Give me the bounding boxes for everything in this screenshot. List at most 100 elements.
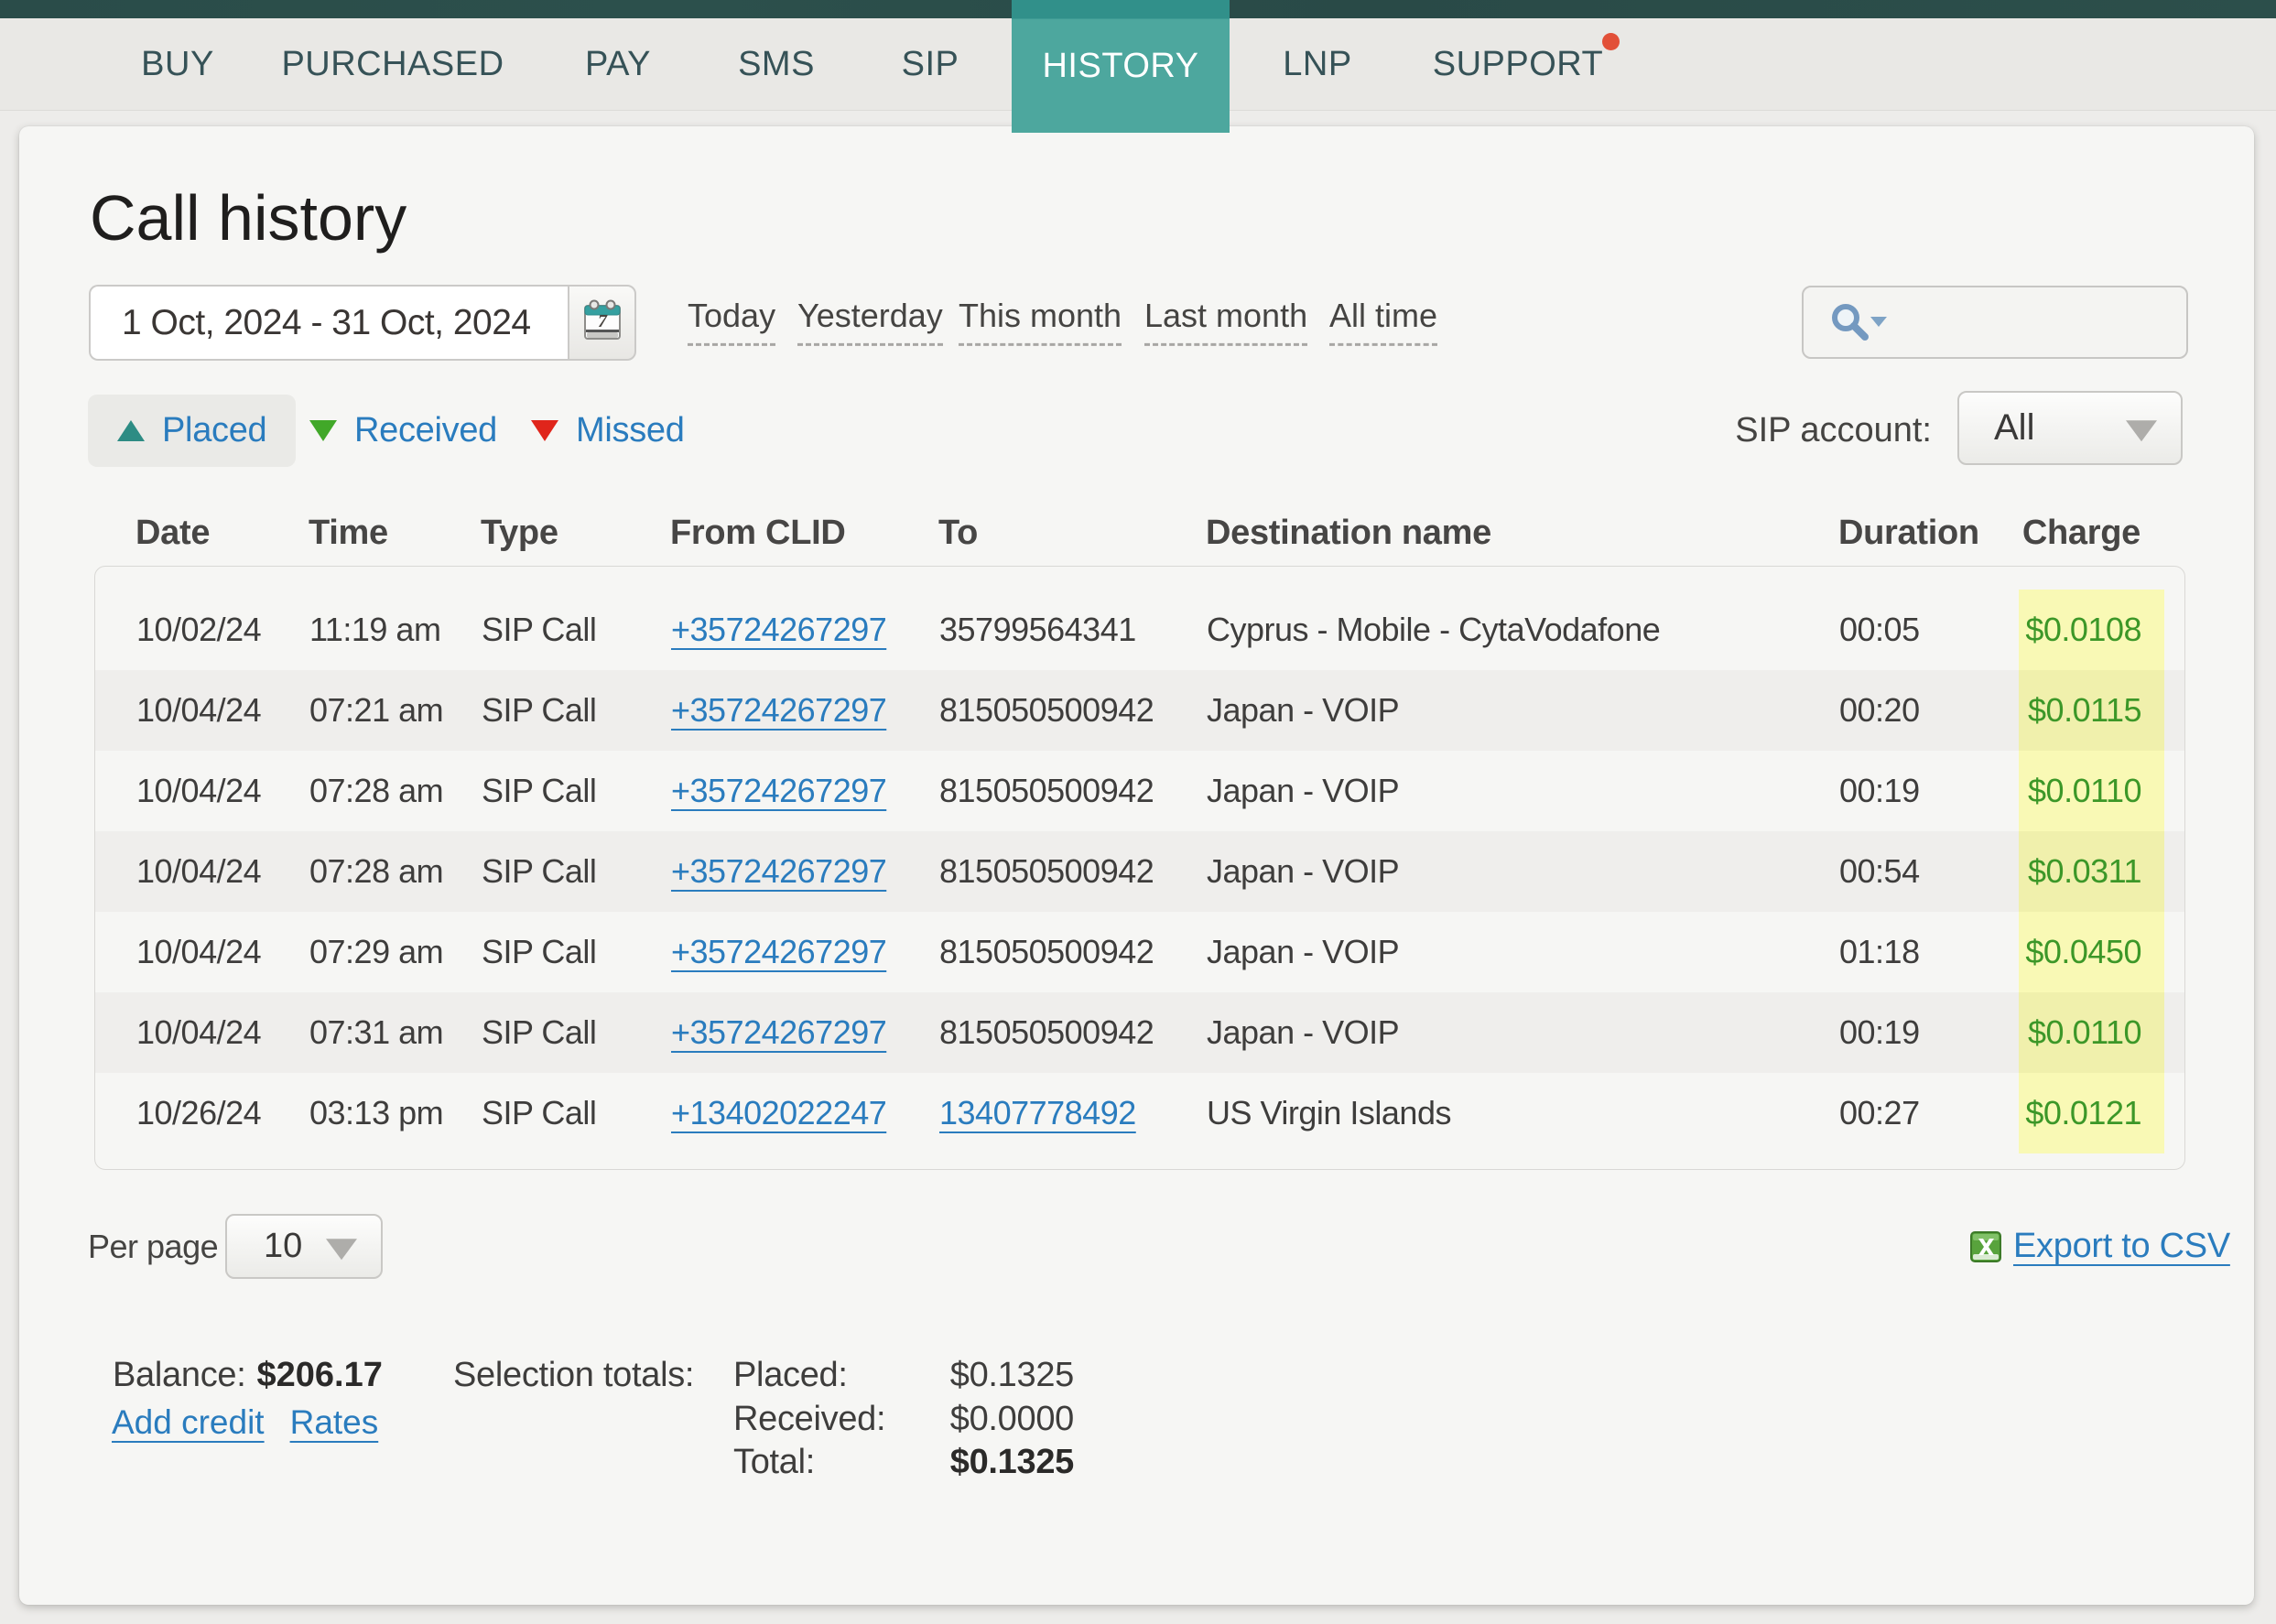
cell-date: 10/04/24 <box>136 1013 262 1051</box>
nav-item-buy[interactable]: BUY <box>141 44 214 83</box>
balance-label: Balance: <box>113 1356 246 1394</box>
call-history-table: 10/02/24 11:19 am SIP Call +35724267297 … <box>94 566 2185 1170</box>
cell-destination: US Virgin Islands <box>1207 1094 1451 1131</box>
from-clid-link[interactable]: +13402022247 <box>671 1094 887 1131</box>
cell-time: 11:19 am <box>309 611 441 648</box>
selection-totals: Placed: $0.1325 Received: $0.0000 Total:… <box>733 1354 1074 1485</box>
cell-duration: 00:54 <box>1839 852 1920 890</box>
table-row: 10/04/24 07:31 am SIP Call +35724267297 … <box>95 992 2184 1073</box>
from-clid-link[interactable]: +35724267297 <box>671 1013 887 1051</box>
nav-item-lnp[interactable]: LNP <box>1283 44 1352 83</box>
cell-time: 07:31 am <box>309 1013 444 1051</box>
add-credit-link[interactable]: Add credit <box>112 1403 265 1441</box>
cell-duration: 00:27 <box>1839 1094 1920 1131</box>
nav-item-sms[interactable]: SMS <box>738 44 815 83</box>
totals-total-value: $0.1325 <box>949 1443 1075 1482</box>
col-header-duration: Duration <box>1838 513 1979 552</box>
cell-time: 07:28 am <box>309 772 444 809</box>
cell-charge: $0.0311 <box>2019 831 2164 912</box>
search-icon[interactable] <box>1827 300 1888 344</box>
svg-text:7: 7 <box>598 311 608 331</box>
cell-time: 07:21 am <box>309 691 444 729</box>
totals-row-placed: Placed: $0.1325 <box>733 1354 1074 1398</box>
cell-type: SIP Call <box>482 1013 597 1051</box>
col-header-destination: Destination name <box>1206 513 1491 552</box>
cell-to: 815050500942 <box>939 772 1154 809</box>
filter-received[interactable]: Received <box>309 395 497 467</box>
cell-date: 10/04/24 <box>136 933 262 970</box>
cell-duration: 00:05 <box>1839 611 1920 648</box>
cell-destination: Cyprus - Mobile - CytaVodafone <box>1207 611 1661 648</box>
balance-value: $206.17 <box>256 1356 383 1394</box>
missed-down-triangle-icon <box>531 420 558 441</box>
call-history-card: Call history 7 Today Yesterday This mont… <box>19 126 2276 1605</box>
totals-row-total: Total: $0.1325 <box>733 1441 1074 1485</box>
from-clid-link[interactable]: +35724267297 <box>671 611 887 648</box>
to-link[interactable]: 13407778492 <box>939 1094 1136 1131</box>
chevron-down-icon <box>2126 419 2157 441</box>
cell-type: SIP Call <box>482 691 597 729</box>
search-box <box>1802 286 2276 359</box>
table-header: Date Time Type From CLID To Destination … <box>94 511 2185 555</box>
table-row: 10/02/24 11:19 am SIP Call +35724267297 … <box>95 590 2184 670</box>
credit-links: Add credit Rates <box>112 1402 378 1444</box>
totals-received-label: Received: <box>733 1399 886 1438</box>
col-header-to: To <box>938 513 979 552</box>
totals-placed-value: $0.1325 <box>949 1356 1075 1395</box>
from-clid-link[interactable]: +35724267297 <box>671 772 887 809</box>
table-row: 10/04/24 07:21 am SIP Call +35724267297 … <box>95 670 2184 751</box>
quick-link-this-month[interactable]: This month <box>959 296 1122 346</box>
col-header-time: Time <box>309 513 388 552</box>
cell-date: 10/02/24 <box>136 611 262 648</box>
quick-link-last-month[interactable]: Last month <box>1144 296 1308 346</box>
col-header-charge: Charge <box>2021 513 2141 552</box>
table-row: 10/26/24 03:13 pm SIP Call +13402022247 … <box>95 1073 2184 1153</box>
support-notification-dot <box>1602 33 1620 50</box>
cell-type: SIP Call <box>482 611 597 648</box>
cell-destination: Japan - VOIP <box>1207 691 1400 729</box>
table-row: 10/04/24 07:28 am SIP Call +35724267297 … <box>95 751 2184 831</box>
from-clid-link[interactable]: +35724267297 <box>671 852 887 890</box>
cell-to: 35799564341 <box>939 611 1136 648</box>
cell-type: SIP Call <box>482 1094 597 1131</box>
sip-account-label: SIP account: <box>1735 411 1932 449</box>
filter-missed[interactable]: Missed <box>531 395 685 467</box>
chevron-down-icon <box>326 1238 357 1260</box>
nav-item-pay[interactable]: PAY <box>585 44 651 83</box>
export-to-csv-label[interactable]: Export to CSV <box>2013 1227 2230 1265</box>
totals-total-label: Total: <box>733 1443 816 1482</box>
nav-item-sip[interactable]: SIP <box>901 44 959 83</box>
export-to-csv[interactable]: Export to CSV <box>1970 1214 2230 1279</box>
cell-charge: $0.0121 <box>2019 1073 2164 1153</box>
filter-placed-label: Placed <box>162 411 267 449</box>
from-clid-link[interactable]: +35724267297 <box>671 691 887 729</box>
quick-link-today[interactable]: Today <box>688 296 776 346</box>
nav-item-purchased[interactable]: PURCHASED <box>281 44 504 83</box>
rates-link[interactable]: Rates <box>289 1403 379 1441</box>
cell-to: 815050500942 <box>939 933 1154 970</box>
date-range-input[interactable] <box>89 285 568 361</box>
nav-item-history-active[interactable]: HISTORY <box>1012 0 1230 133</box>
cell-date: 10/04/24 <box>136 852 262 890</box>
cell-charge: $0.0110 <box>2019 751 2164 831</box>
col-header-date: Date <box>135 513 211 552</box>
totals-received-value: $0.0000 <box>949 1399 1075 1438</box>
sip-account-select[interactable]: All <box>1957 391 2183 465</box>
cell-charge: $0.0108 <box>2019 590 2164 670</box>
calendar-button[interactable]: 7 <box>568 285 636 361</box>
cell-type: SIP Call <box>482 933 597 970</box>
per-page-select[interactable]: 10 <box>225 1214 383 1279</box>
placed-up-triangle-icon <box>117 420 145 441</box>
from-clid-link[interactable]: +35724267297 <box>671 933 887 970</box>
calendar-icon: 7 <box>582 298 623 347</box>
cell-type: SIP Call <box>482 852 597 890</box>
cell-time: 07:29 am <box>309 933 444 970</box>
cell-duration: 00:19 <box>1839 772 1920 809</box>
quick-link-yesterday[interactable]: Yesterday <box>797 296 943 346</box>
cell-duration: 01:18 <box>1839 933 1920 970</box>
quick-link-all-time[interactable]: All time <box>1329 296 1438 346</box>
nav-item-support[interactable]: SUPPORT <box>1432 44 1604 83</box>
filter-placed[interactable]: Placed <box>88 395 297 467</box>
cell-destination: Japan - VOIP <box>1207 1013 1400 1051</box>
search-input[interactable] <box>1888 290 2276 354</box>
